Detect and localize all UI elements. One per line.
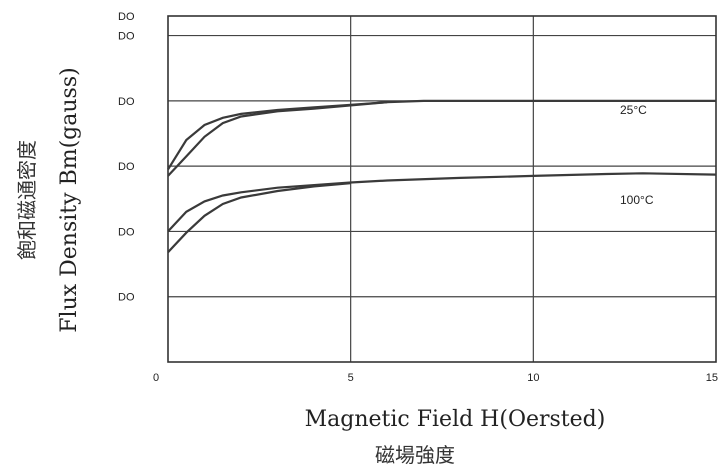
x-tick-label: 10: [527, 372, 539, 384]
y-tick-label: DO: [118, 226, 135, 238]
series-line-lower: [167, 101, 388, 177]
x-tick-label: 5: [348, 372, 354, 384]
x-axis-label-chinese: 磁場強度: [375, 443, 455, 467]
series-line-lower: [167, 182, 351, 254]
y-tick-label: DO: [118, 31, 135, 43]
grid: [168, 16, 716, 362]
y-tick-label: DO: [118, 161, 135, 173]
series-label: 100°C: [620, 193, 654, 207]
curves: [167, 99, 717, 254]
y-axis-label: Flux Density Bm(gauss): [57, 67, 82, 332]
y-tick-labels: DO DO DO DO DO DO: [118, 11, 135, 304]
x-tick-labels: 0 5 10 15: [153, 372, 718, 384]
plot-frame: [167, 15, 717, 363]
series-label: 25°C: [620, 103, 647, 117]
y-tick-label: DO: [118, 11, 135, 23]
y-axis-label-chinese: 飽和磁通密度: [15, 140, 39, 260]
y-tick-label: DO: [118, 96, 135, 108]
x-tick-label: 0: [153, 372, 159, 384]
y-tick-label: DO: [118, 292, 135, 304]
x-tick-label: 15: [706, 372, 718, 384]
x-axis-label: Magnetic Field H(Oersted): [305, 407, 606, 432]
series-labels: 25°C 100°C: [620, 103, 654, 207]
